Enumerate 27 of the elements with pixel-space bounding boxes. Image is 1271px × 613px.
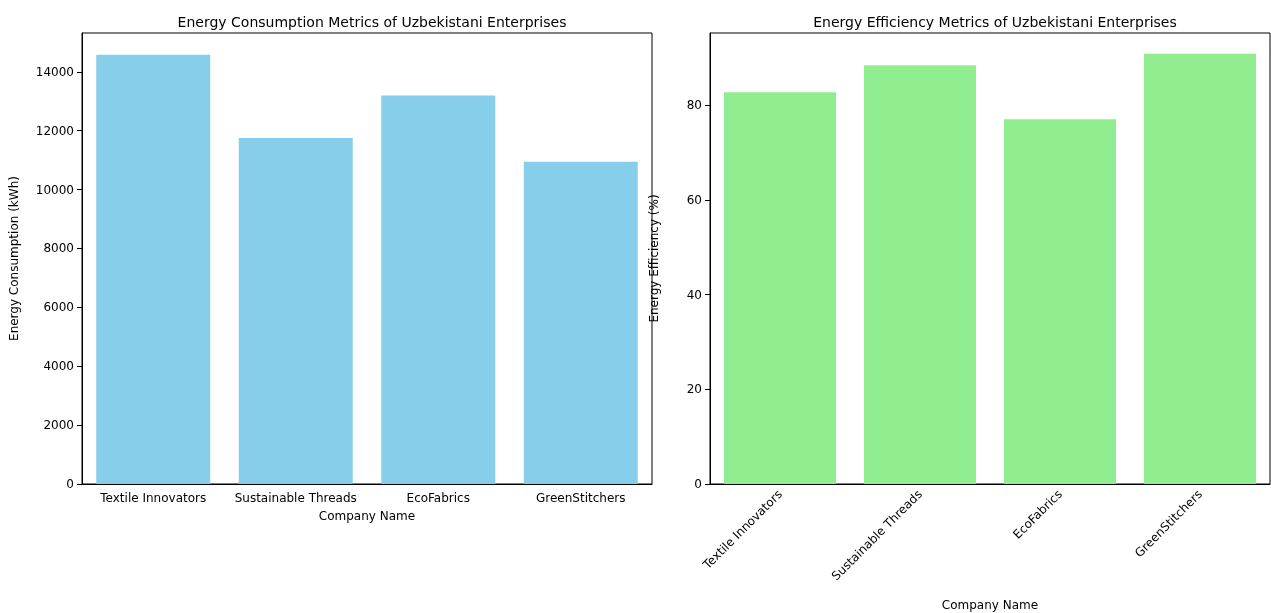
- x-tick-label: GreenStitchers: [536, 491, 626, 505]
- y-tick-label: 0: [694, 477, 702, 491]
- y-tick-label: 6000: [43, 300, 74, 315]
- y-tick-label: 2000: [43, 418, 74, 433]
- bar: [96, 54, 211, 484]
- y-tick-label: 60: [686, 192, 702, 207]
- y-tick-label: 4000: [43, 359, 74, 374]
- chart-title: Energy Consumption Metrics of Uzbekistani Enterprises: [177, 14, 567, 30]
- y-tick-label: 20: [686, 382, 702, 397]
- bar: [238, 138, 353, 484]
- y-tick-label: 8000: [43, 241, 74, 256]
- x-axis-title: Company Name: [318, 509, 416, 523]
- x-tick-label: Textile Innovators: [99, 491, 207, 505]
- bar: [523, 161, 638, 484]
- y-tick-label: 0: [66, 477, 74, 491]
- y-axis-title: Energy Efficiency (%): [647, 194, 661, 323]
- y-tick-label: 40: [686, 287, 702, 302]
- chart-title: Energy Efficiency Metrics of Uzbekistani Enterprises: [813, 14, 1177, 30]
- bar: [381, 95, 496, 484]
- y-tick-label: 12000: [35, 123, 74, 138]
- y-axis-title: Energy Consumption (kWh): [7, 176, 21, 341]
- x-tick-label: EcoFabrics: [406, 491, 470, 505]
- y-tick-label: 14000: [35, 64, 74, 79]
- y-tick-label: 10000: [35, 182, 74, 197]
- y-tick-label: 80: [686, 98, 702, 113]
- x-axis-title: Company Name: [941, 598, 1039, 612]
- x-tick-label: Sustainable Threads: [234, 491, 357, 505]
